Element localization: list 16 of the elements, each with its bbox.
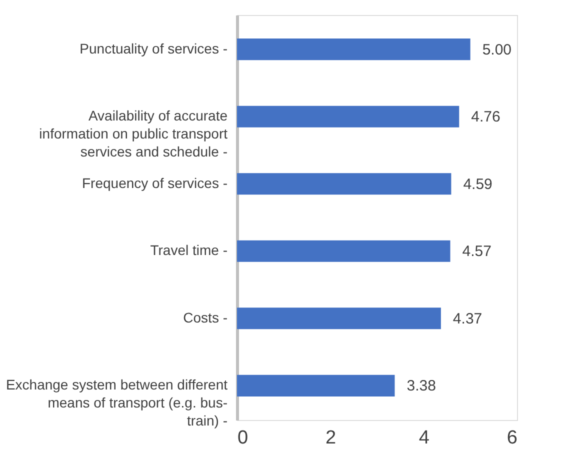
x-tick-label: 2: [326, 428, 336, 448]
y-tick-label: Frequency of services -: [82, 174, 228, 191]
data-label: 4.57: [462, 243, 492, 260]
data-label: 4.76: [471, 108, 500, 126]
y-tick-label: Costs -: [183, 309, 228, 326]
x-tick-label: 6: [506, 428, 518, 448]
data-label: 3.38: [406, 378, 436, 395]
y-tick-label: Availability of accurate information on public transport services and schedule -: [39, 108, 228, 160]
data-label: 4.59: [463, 176, 492, 193]
data-label: 4.37: [452, 310, 482, 328]
y-tick-label: Travel time -: [150, 242, 228, 258]
x-tick-label: 4: [418, 428, 430, 448]
y-tick-label: Punctuality of services -: [80, 40, 228, 56]
data-label: 5.00: [482, 41, 512, 58]
y-tick-label: Exchange system between different means of transport (e.g. bus-train) -: [6, 376, 228, 429]
x-tick-label: 0: [238, 428, 248, 448]
